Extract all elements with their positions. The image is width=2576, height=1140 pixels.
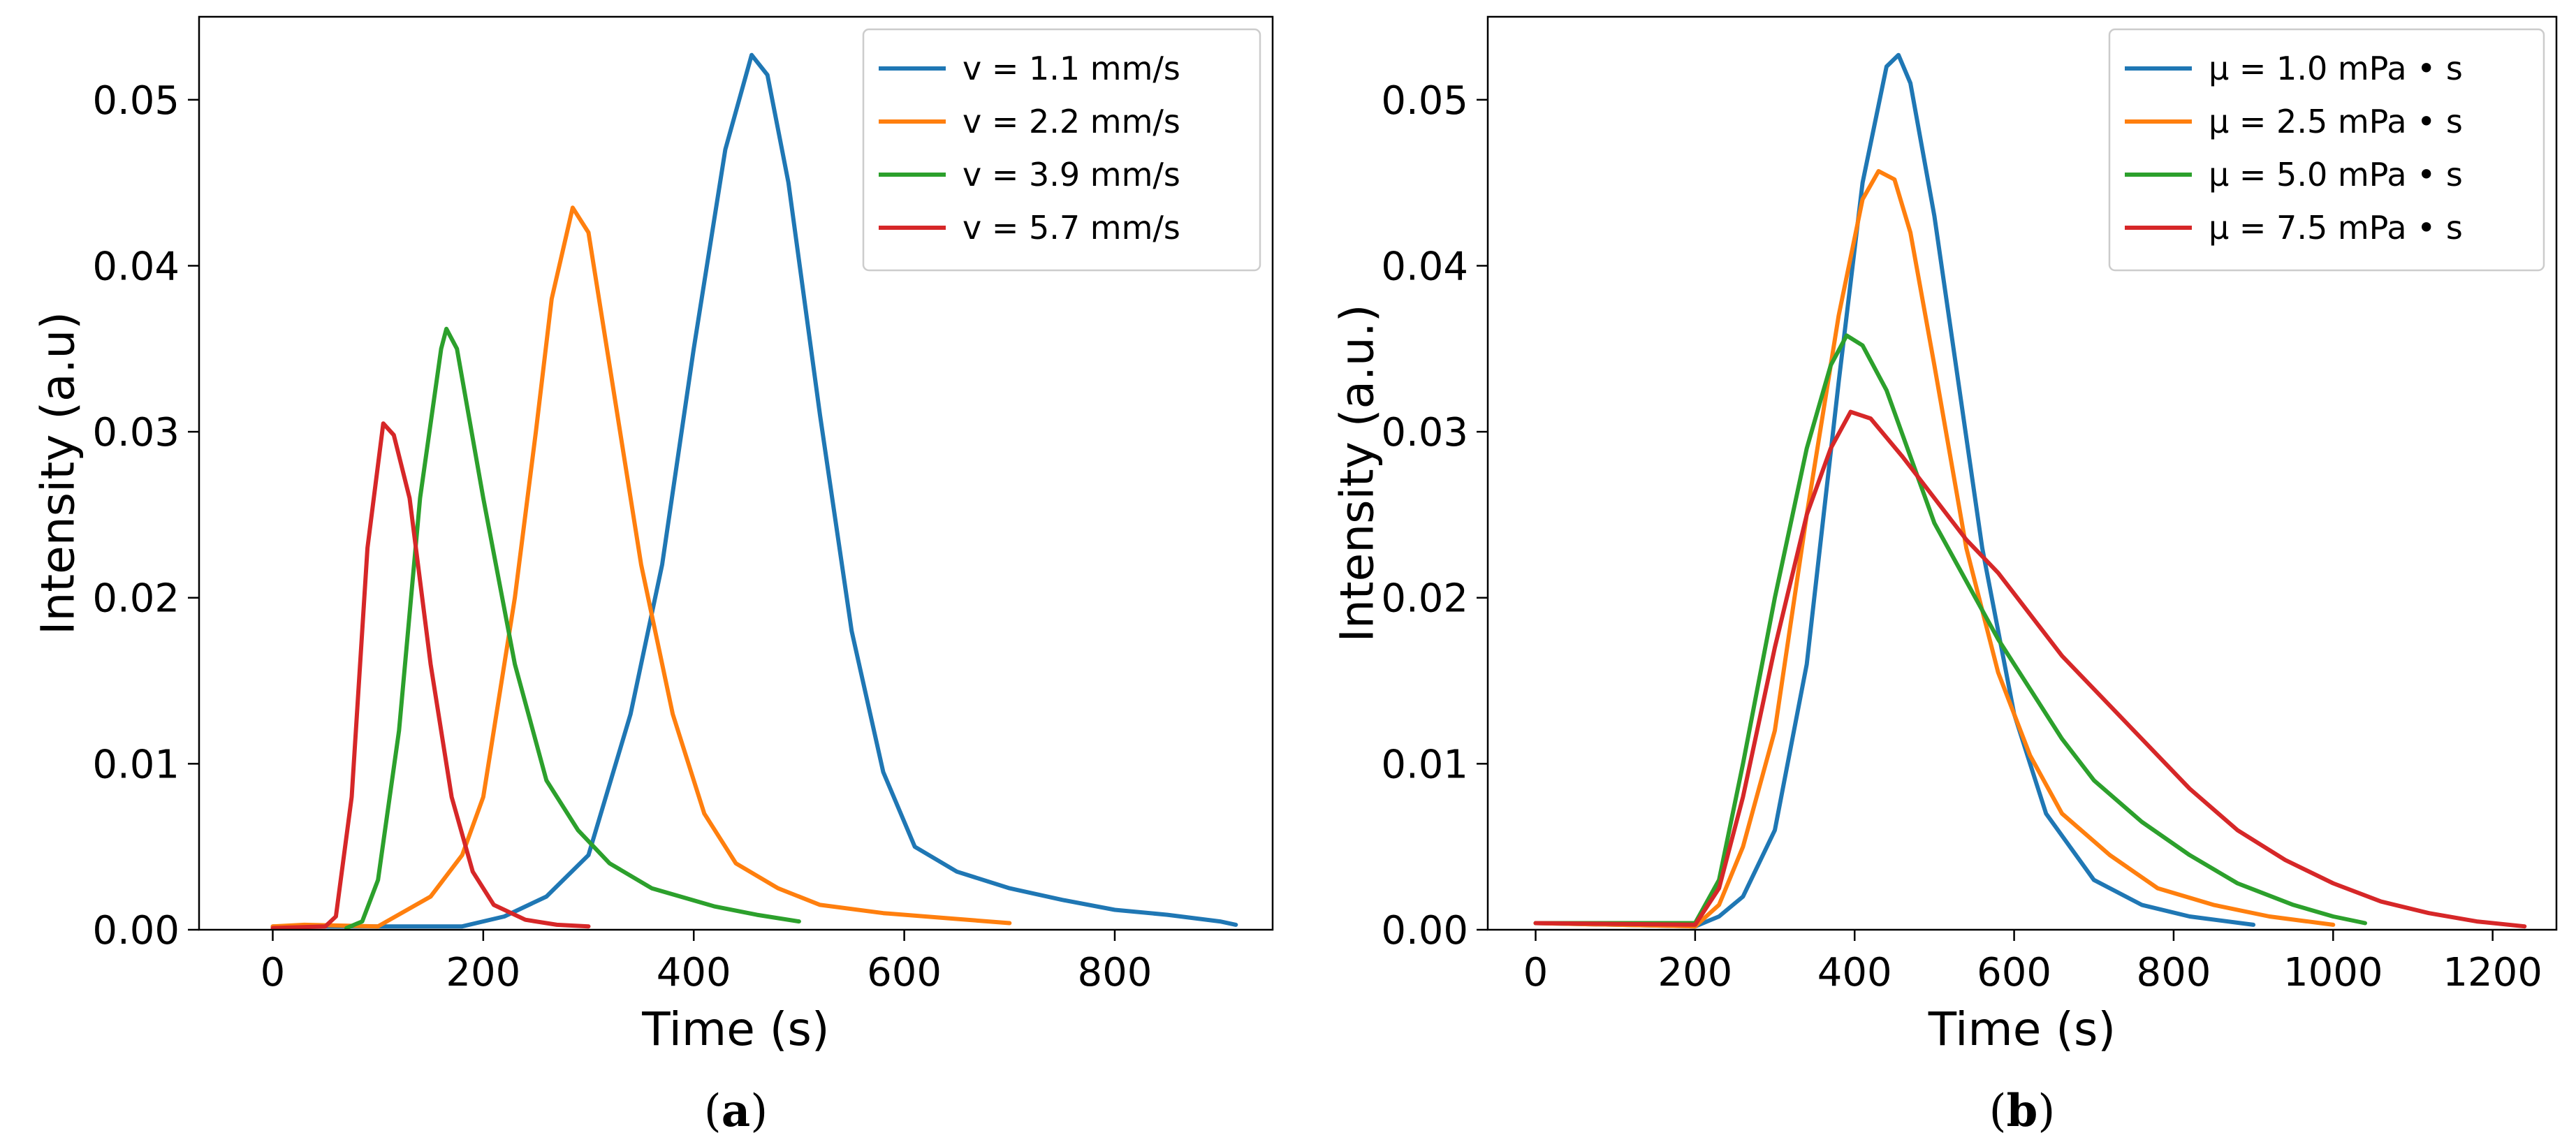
legend-label-1: μ = 1.0 mPa • s xyxy=(2209,50,2463,87)
y-axis-title: Intensity (a.u.) xyxy=(1331,305,1384,643)
x-tick-label: 1200 xyxy=(2443,950,2542,995)
y-tick-label: 0.00 xyxy=(1381,908,1468,953)
legend-label-2: v = 2.2 mm/s xyxy=(963,103,1180,140)
y-tick-label: 0.01 xyxy=(1381,742,1468,787)
panel-label: (a) xyxy=(704,1085,768,1137)
series-line-4 xyxy=(1533,409,2527,929)
series-line-1 xyxy=(270,52,1238,929)
legend-label-3: v = 3.9 mm/s xyxy=(963,156,1180,193)
legend-label-4: μ = 7.5 mPa • s xyxy=(2209,209,2463,247)
series-line-3 xyxy=(1533,333,2367,926)
x-tick-label: 600 xyxy=(867,950,942,995)
chart-panel-a: 0 200 400 600 800 0.00 0.01 0.02 0.03 0.04 0.05 Tim… xyxy=(31,15,1274,1137)
series-line-4 xyxy=(270,421,591,930)
x-tick-label: 600 xyxy=(1977,950,2051,995)
x-tick-label: 200 xyxy=(446,950,520,995)
y-tick-label: 0.04 xyxy=(92,244,180,289)
x-tick-label: 0 xyxy=(1523,950,1549,995)
plot-frame xyxy=(1486,15,2558,931)
legend-label-3: μ = 5.0 mPa • s xyxy=(2209,156,2463,193)
x-tick-label: 200 xyxy=(1657,950,1732,995)
legend-frame xyxy=(862,28,1261,272)
series-line-3 xyxy=(344,326,801,930)
y-tick-label: 0.03 xyxy=(92,410,180,455)
legend: v = 1.1 mm/s v = 2.2 mm/s v = 3.9 mm/s v = … xyxy=(862,28,1261,272)
series-line-2 xyxy=(1533,169,2336,929)
panel-label: (b) xyxy=(1989,1085,2056,1137)
y-tick-label: 0.02 xyxy=(1381,576,1468,622)
legend: μ = 1.0 mPa • s μ = 2.5 mPa • s μ = 5.0 mP… xyxy=(2108,28,2545,272)
series-line-2 xyxy=(270,205,1012,929)
y-axis-title: Intensity (a.u) xyxy=(31,312,85,635)
y-tick-label: 0.02 xyxy=(92,576,180,622)
y-tick-label: 0.03 xyxy=(1381,410,1468,455)
x-tick-label: 800 xyxy=(2136,950,2211,995)
x-tick-label: 400 xyxy=(657,950,731,995)
chart-panel-b: 0 200 400 600 800 1000 1200 0.00 0.01 0.02 0.03 0.0… xyxy=(1331,15,2558,1137)
x-tick-label: 400 xyxy=(1817,950,1892,995)
x-tick-label: 800 xyxy=(1078,950,1152,995)
x-axis-title: Time (s) xyxy=(641,1002,829,1056)
legend-label-1: v = 1.1 mm/s xyxy=(963,50,1180,87)
x-axis-title: Time (s) xyxy=(1928,1002,2116,1056)
legend-label-2: μ = 2.5 mPa • s xyxy=(2209,103,2463,140)
legend-label-4: v = 5.7 mm/s xyxy=(963,209,1180,247)
y-tick-label: 0.01 xyxy=(92,742,180,787)
y-tick-label: 0.05 xyxy=(1381,78,1468,124)
legend-frame xyxy=(2108,28,2545,272)
y-tick-label: 0.04 xyxy=(1381,244,1468,289)
y-tick-label: 0.05 xyxy=(92,78,180,124)
plot-frame xyxy=(198,15,1274,931)
y-tick-label: 0.00 xyxy=(92,908,180,953)
x-tick-label: 0 xyxy=(261,950,286,995)
series-line-1 xyxy=(1533,52,2256,929)
x-tick-label: 1000 xyxy=(2283,950,2383,995)
